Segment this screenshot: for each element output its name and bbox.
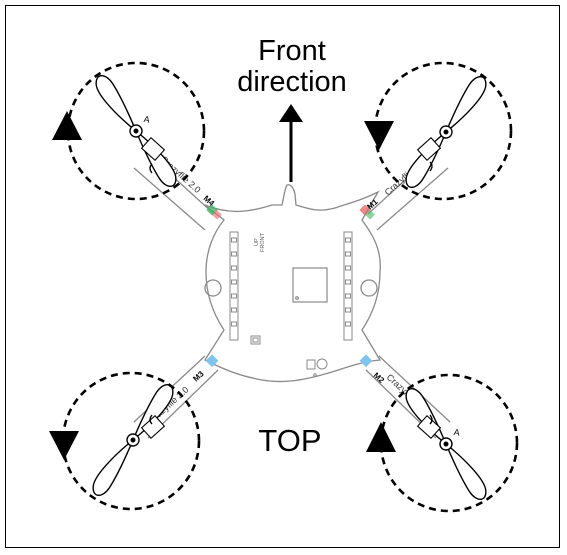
front-arrow (279, 104, 303, 182)
motor-label-m4: M4 (202, 194, 217, 208)
motor-labels: M4 M1 M3 M2 (191, 194, 386, 385)
propeller-front-right (392, 75, 500, 189)
pin-header-right (343, 231, 353, 341)
led-back-right (359, 354, 373, 368)
prop-mark-br: A (453, 427, 460, 438)
rotation-circles (61, 61, 519, 513)
rotation-circle-front-right (373, 61, 513, 201)
center-chip (292, 267, 328, 303)
board-outline (204, 184, 382, 383)
led-front-left-red (212, 209, 222, 220)
motor-mounts (140, 136, 442, 440)
rotation-arrows (49, 111, 396, 460)
svg-text:FRONT: FRONT (260, 232, 266, 252)
propeller-back-left (79, 383, 187, 497)
front-label-line2: direction (237, 66, 347, 98)
bottom-connectors (250, 335, 328, 377)
led-back-left (205, 354, 219, 368)
front-label-line1: Front (258, 35, 326, 67)
motor-label-m2: M2 (372, 371, 387, 385)
front-direction-label: Front direction (212, 36, 372, 98)
motor-brackets (149, 161, 433, 425)
rotation-arrow-front-left (52, 111, 82, 140)
rotation-circle-front-left (66, 61, 206, 201)
top-label: TOP (258, 423, 322, 458)
propeller-back-right: A (392, 387, 500, 501)
rotation-circle-back-left (61, 371, 201, 511)
rotation-circle-back-right (379, 373, 519, 513)
arm-silkscreen: Crazyflie 2.0 Crazyflie 2.0 Crazyflie 2.… (147, 154, 429, 425)
leds (205, 204, 375, 368)
motor-label-m3: M3 (191, 369, 206, 383)
led-front-right-green (365, 209, 375, 220)
board-small-text: UP FRONT (254, 232, 266, 252)
rotation-arrow-back-left (49, 431, 79, 460)
prop-mark-fl: A (143, 114, 150, 125)
rotation-arrow-back-right (366, 422, 396, 452)
rotation-arrow-front-right (364, 121, 394, 150)
propeller-front-left: A (82, 74, 190, 188)
svg-text:UP: UP (254, 238, 260, 246)
pin-header-left (229, 231, 239, 341)
